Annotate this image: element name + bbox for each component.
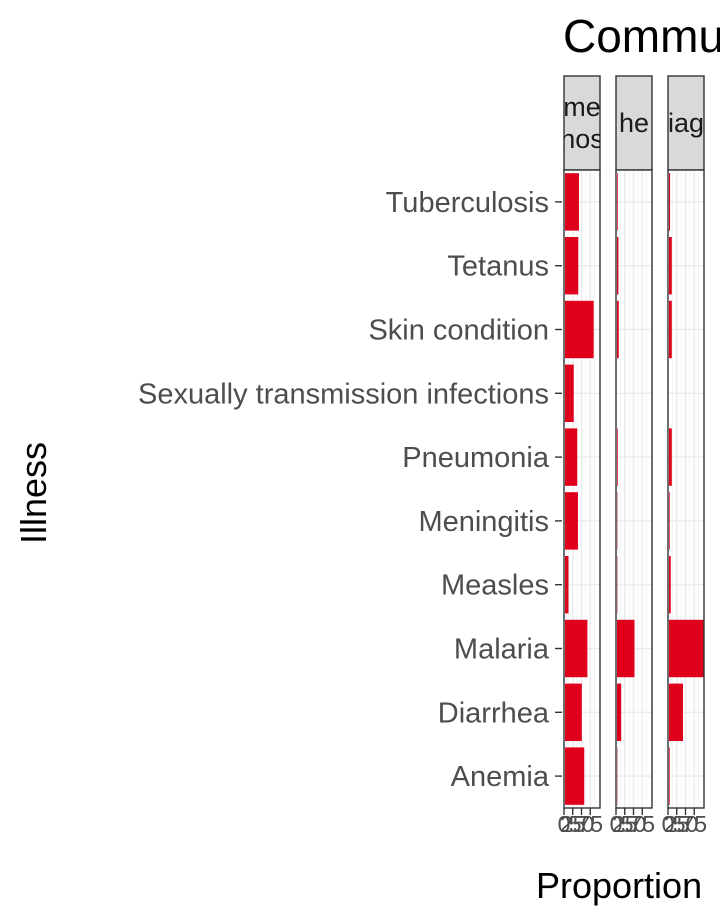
x-tick-label: 50 <box>569 811 595 837</box>
y-tick-label: Measles <box>441 570 549 602</box>
x-tick-label: 75 <box>629 811 655 837</box>
y-tick-label: Anemia <box>451 761 550 793</box>
x-tick-label: 25 <box>612 811 638 837</box>
bar <box>565 683 582 742</box>
x-tick-label: 75 <box>577 811 603 837</box>
y-tick-label: Pneumonia <box>402 442 550 474</box>
facet-strip <box>615 75 653 171</box>
bar <box>669 619 704 678</box>
bar <box>565 747 585 805</box>
bar <box>669 492 670 550</box>
x-tick-label: 0 <box>662 811 675 837</box>
bar <box>565 619 588 678</box>
bar <box>565 364 574 423</box>
y-axis-title: Illness <box>13 442 54 544</box>
bar <box>669 236 672 295</box>
bar <box>669 747 670 805</box>
facet-strip <box>563 75 601 171</box>
facet-strip-label: he <box>619 108 649 138</box>
y-tick-label: Skin condition <box>368 315 549 347</box>
y-tick-label: Diarrhea <box>438 697 550 729</box>
bar <box>565 492 578 550</box>
y-axis-labels: Tuberculosis Tetanus Skin condition Sexuall… <box>138 187 562 793</box>
bar <box>565 555 569 614</box>
bar <box>669 173 671 231</box>
x-tick-label: 0 <box>558 811 571 837</box>
chart-title: Commu <box>563 10 720 62</box>
x-axis-title: Proportion <box>536 865 702 906</box>
bar <box>565 428 578 486</box>
x-tick-label: 0 <box>610 811 623 837</box>
y-tick-label: Sexually transmission infections <box>138 378 549 410</box>
bar <box>617 619 635 678</box>
x-tick-label: 75 <box>681 811 707 837</box>
bar <box>617 428 618 486</box>
x-tick-label: 50 <box>673 811 699 837</box>
y-tick-label: Tetanus <box>447 251 549 283</box>
bar <box>565 173 579 231</box>
y-tick-label: Meningitis <box>418 506 549 538</box>
bar <box>617 173 618 231</box>
bar <box>565 236 579 295</box>
bar <box>669 300 672 359</box>
x-tick-label: 25 <box>664 811 690 837</box>
y-tick-label: Tuberculosis <box>386 187 549 219</box>
facet-strip <box>667 75 705 171</box>
x-tick-label: 50 <box>621 811 647 837</box>
x-tick-label: 25 <box>560 811 586 837</box>
bar <box>669 555 671 614</box>
facet-strip-label: me <box>563 92 601 122</box>
bar <box>669 683 683 742</box>
bar <box>617 683 622 742</box>
bar <box>669 428 672 486</box>
bar <box>617 300 619 359</box>
facet-strip-label: nos <box>560 124 604 154</box>
bar <box>565 300 594 359</box>
y-tick-label: Malaria <box>454 634 550 666</box>
facet-strip-label: iag <box>668 108 704 138</box>
bar <box>617 236 619 295</box>
